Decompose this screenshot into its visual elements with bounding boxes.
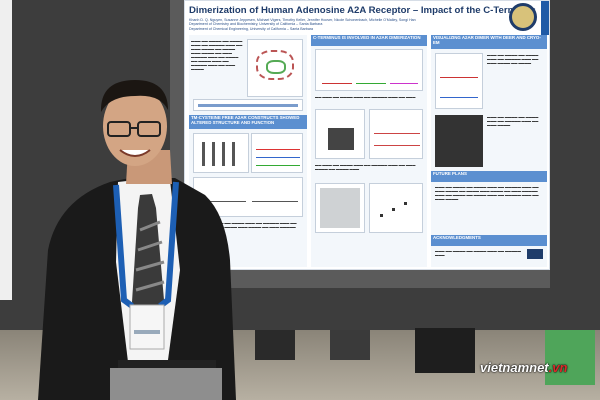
vietnamnet-watermark: vietnamnet.vn bbox=[480, 360, 567, 375]
receptor-structure-figure bbox=[247, 39, 303, 97]
name-badge bbox=[129, 304, 165, 350]
cryo-image-figure bbox=[315, 183, 365, 233]
hair bbox=[100, 80, 168, 112]
acknowledgments-text: ▬▬▬ ▬▬ ▬▬▬▬ ▬▬ ▬▬▬▬ ▬▬▬ ▬▬ ▬▬▬▬▬ ▬▬▬ bbox=[435, 249, 521, 257]
research-poster: Dimerization of Human Adenosine A2A Rece… bbox=[184, 0, 550, 270]
poster-author-list: Khanh D. Q. Nguyen, Susanne Jeppesen, Mi… bbox=[189, 18, 416, 22]
sec-chromatography-figure bbox=[315, 49, 423, 91]
lanyard bbox=[113, 181, 179, 309]
deer-plot-figure bbox=[435, 53, 483, 109]
poster-edge-strip bbox=[541, 1, 549, 35]
cryo-text: ▬▬▬ ▬▬ ▬▬▬▬ ▬▬ ▬▬▬▬ ▬▬▬ ▬▬ ▬▬▬▬▬ ▬▬▬ ▬▬ … bbox=[487, 115, 539, 127]
poster-affiliation-2: Department of Chemical Engineering, Univ… bbox=[189, 26, 314, 31]
c-terminus-caption: ▬▬ ▬▬▬ ▬▬ ▬▬▬▬ ▬▬▬ ▬▬ ▬▬▬▬▬ ▬▬▬ ▬▬ ▬▬▬ bbox=[315, 95, 416, 99]
pants bbox=[110, 368, 222, 400]
watermark-tld: .vn bbox=[548, 360, 568, 375]
future-plans-text: ▬▬▬ ▬▬ ▬▬▬▬ ▬▬ ▬▬▬▬ ▬▬▬ ▬▬ ▬▬▬▬▬ ▬▬▬ ▬▬ … bbox=[435, 185, 539, 201]
deer-text: ▬▬▬ ▬▬ ▬▬▬▬ ▬▬ ▬▬▬▬ ▬▬▬ ▬▬ ▬▬▬▬▬ ▬▬▬ ▬▬ … bbox=[487, 53, 539, 65]
left-panel bbox=[0, 0, 12, 300]
section-heading-c-terminus: C-TERMINUS IS INVOLVED IN A2AR DIMERIZAT… bbox=[311, 35, 427, 46]
poster-title: Dimerization of Human Adenosine A2A Rece… bbox=[189, 5, 536, 16]
section-heading-future-plans: FUTURE PLANS bbox=[431, 171, 547, 182]
western-blot-figure bbox=[315, 109, 365, 159]
poster-column-3: VISUALIZING A2AR DIMER WITH DEER AND CRY… bbox=[431, 35, 547, 267]
scatter-figure bbox=[369, 183, 423, 233]
necktie bbox=[132, 194, 164, 330]
construct-diagram bbox=[193, 99, 303, 111]
intro-text-block: ▬▬▬ ▬▬ ▬▬▬▬ ▬▬ ▬▬▬▬ ▬▬▬ ▬▬ ▬▬▬▬▬ ▬▬▬ ▬▬ … bbox=[191, 39, 243, 71]
section-heading-acknowledgments: ACKNOWLEDGMENTS bbox=[431, 235, 547, 246]
poster-column-2: C-TERMINUS IS INVOLVED IN A2AR DIMERIZAT… bbox=[311, 35, 427, 267]
poster-authors: Khanh D. Q. Nguyen, Susanne Jeppesen, Mi… bbox=[189, 18, 489, 31]
poster-column-1: ▬▬▬ ▬▬ ▬▬▬▬ ▬▬ ▬▬▬▬ ▬▬▬ ▬▬ ▬▬▬▬▬ ▬▬▬ ▬▬ … bbox=[189, 35, 307, 267]
belt bbox=[118, 360, 216, 368]
section-heading-visualizing: VISUALIZING A2AR DIMER WITH DEER AND CRY… bbox=[431, 35, 547, 49]
watermark-brand: vietnamnet bbox=[480, 360, 549, 375]
cryo-em-image bbox=[435, 115, 483, 167]
gel-figure bbox=[193, 133, 249, 173]
section-heading-tm-cysteine: TM-CYSTEINE FREE A2AR CONSTRUCTS SHOWED … bbox=[189, 115, 307, 129]
binding-curves-figure bbox=[251, 133, 303, 173]
university-seal bbox=[509, 3, 537, 31]
smile bbox=[119, 149, 151, 157]
face bbox=[103, 86, 167, 166]
poster-affiliation-1: Department of Chemistry and Biochemistry… bbox=[189, 22, 323, 27]
spectra-figure bbox=[369, 109, 423, 159]
dimer-caption: ▬▬ ▬▬▬ ▬▬ ▬▬▬▬ ▬▬▬ ▬▬ ▬▬▬▬▬ ▬▬▬ ▬▬ ▬▬▬ ▬… bbox=[315, 163, 416, 171]
funding-logo bbox=[527, 249, 543, 259]
eyeglasses bbox=[107, 121, 161, 137]
